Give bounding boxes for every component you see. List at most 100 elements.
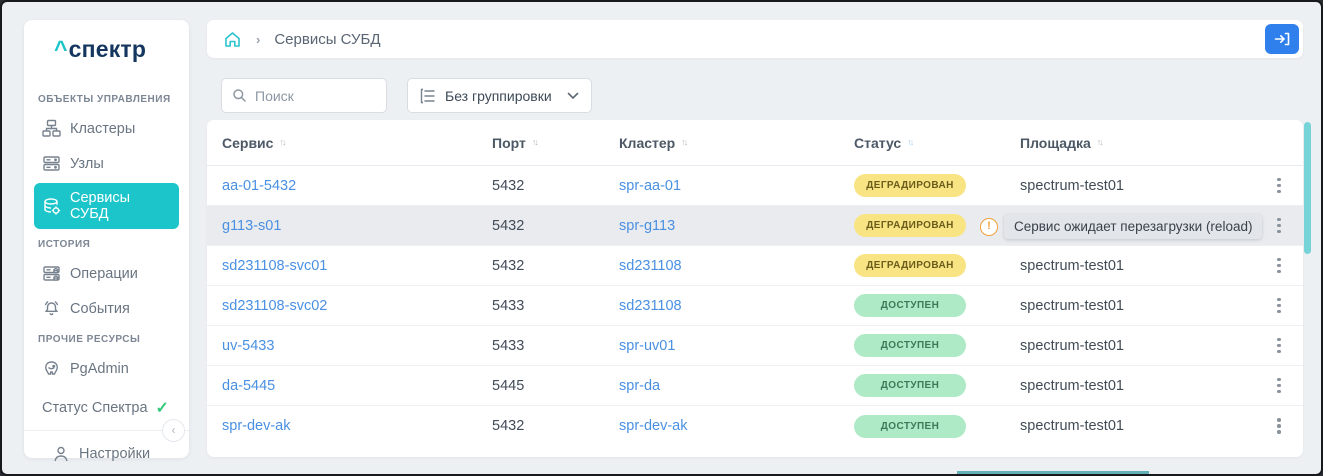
table-row[interactable]: uv-5433 5433 spr-uv01 ДОСТУПЕН spectrum-… bbox=[207, 326, 1303, 366]
status-ok-check-icon: ✓ bbox=[155, 400, 169, 417]
cluster-link[interactable]: sd231108 bbox=[619, 297, 682, 314]
row-actions-menu[interactable] bbox=[1264, 253, 1294, 279]
sort-icon[interactable]: ↑↓ bbox=[279, 137, 286, 147]
events-icon bbox=[42, 299, 61, 318]
section-label-objects: ОБЪЕКТЫ УПРАВЛЕНИЯ bbox=[38, 94, 171, 105]
service-link[interactable]: uv-5433 bbox=[222, 337, 275, 354]
sidebar-item-clusters[interactable]: Кластеры bbox=[24, 111, 189, 146]
sidebar: ^спектр ОБЪЕКТЫ УПРАВЛЕНИЯ Кластеры bbox=[24, 20, 189, 462]
login-icon bbox=[1274, 32, 1290, 46]
status-badge: ДОСТУПЕН bbox=[854, 294, 966, 317]
column-header-service: Сервис ↑↓ bbox=[222, 134, 286, 151]
sidebar-item-spectr-status[interactable]: Статус Спектра ✓ bbox=[24, 386, 189, 430]
column-header-site: Площадка ↑↓ bbox=[1020, 134, 1104, 151]
table-row[interactable]: da-5445 5445 spr-da ДОСТУПЕН spectrum-te… bbox=[207, 366, 1303, 406]
breadcrumb: › Сервисы СУБД bbox=[207, 20, 1303, 58]
cluster-link[interactable]: sd231108 bbox=[619, 257, 682, 274]
service-link[interactable]: spr-dev-ak bbox=[222, 418, 291, 434]
sort-icon-active[interactable]: ↑↓ bbox=[907, 137, 914, 147]
port-value: 5445 bbox=[492, 377, 525, 394]
row-actions-menu[interactable] bbox=[1264, 213, 1294, 239]
cluster-link[interactable]: spr-dev-ak bbox=[619, 418, 688, 434]
services-table: Сервис ↑↓ Порт ↑↓ Кластер ↑↓ Статус ↑↓ Площа… bbox=[207, 120, 1303, 457]
database-services-icon bbox=[42, 197, 61, 216]
grouping-label: Без группировки bbox=[445, 87, 552, 104]
cluster-link[interactable]: spr-uv01 bbox=[619, 337, 676, 354]
column-header-cluster: Кластер ↑↓ bbox=[619, 134, 688, 151]
table-row[interactable]: sd231108-svc02 5433 sd231108 ДОСТУПЕН sp… bbox=[207, 286, 1303, 326]
row-actions-menu[interactable] bbox=[1264, 333, 1294, 359]
section-label-history: ИСТОРИЯ bbox=[38, 239, 91, 250]
nodes-icon bbox=[42, 154, 61, 173]
status-warning: ! Сервис ожидает перезагрузки (reload) bbox=[980, 214, 1263, 239]
status-badge: ДОСТУПЕН bbox=[854, 374, 966, 397]
table-row[interactable]: g113-s01 5432 spr-g113 ДЕГРАДИРОВАН ! Се… bbox=[207, 206, 1303, 246]
chevron-down-icon bbox=[567, 92, 579, 100]
logo-text: спектр bbox=[68, 36, 147, 62]
status-badge: ДОСТУПЕН bbox=[854, 334, 966, 357]
sort-icon[interactable]: ↑↓ bbox=[531, 137, 539, 147]
service-link[interactable]: sd231108-svc02 bbox=[222, 297, 328, 314]
table-row[interactable]: sd231108-svc01 5432 sd231108 ДЕГРАДИРОВА… bbox=[207, 246, 1303, 286]
warning-icon[interactable]: ! bbox=[980, 217, 998, 236]
pgadmin-icon bbox=[42, 359, 61, 378]
sidebar-item-settings[interactable]: Настройки bbox=[24, 431, 189, 474]
grouping-icon bbox=[420, 88, 436, 104]
sidebar-item-nodes[interactable]: Узлы bbox=[24, 146, 189, 181]
column-header-status: Статус ↑↓ bbox=[854, 134, 914, 151]
row-actions-menu[interactable] bbox=[1264, 173, 1294, 199]
breadcrumb-chevron-icon: › bbox=[256, 31, 261, 47]
clusters-icon bbox=[42, 119, 61, 138]
search-box bbox=[221, 78, 387, 113]
sidebar-footer: ‹ Настройки bbox=[24, 419, 189, 474]
port-value: 5432 bbox=[492, 217, 525, 234]
vertical-scrollbar[interactable] bbox=[1304, 122, 1311, 254]
cluster-link[interactable]: spr-aa-01 bbox=[619, 177, 682, 194]
sidebar-item-pgadmin[interactable]: PgAdmin bbox=[24, 351, 189, 386]
sidebar-collapse-button[interactable]: ‹ bbox=[162, 419, 185, 442]
sort-icon[interactable]: ↑↓ bbox=[1096, 137, 1104, 147]
site-value: spectrum-test01 bbox=[1020, 257, 1124, 274]
port-value: 5432 bbox=[492, 257, 525, 274]
sort-icon[interactable]: ↑↓ bbox=[681, 137, 688, 147]
search-icon bbox=[232, 88, 247, 103]
row-actions-menu[interactable] bbox=[1264, 293, 1294, 319]
site-value: spectrum-test01 bbox=[1020, 177, 1124, 194]
site-value: spectrum-test01 bbox=[1020, 377, 1124, 394]
breadcrumb-current: Сервисы СУБД bbox=[274, 30, 381, 48]
port-value: 5433 bbox=[492, 337, 525, 354]
port-value: 5432 bbox=[492, 177, 525, 194]
cluster-link[interactable]: spr-g113 bbox=[619, 217, 676, 234]
logo-caret: ^ bbox=[54, 36, 68, 62]
sidebar-item-label: Узлы bbox=[70, 155, 104, 172]
table-row[interactable]: spr-dev-ak 5432 spr-dev-ak ДОСТУПЕН spec… bbox=[207, 406, 1303, 446]
cluster-link[interactable]: spr-da bbox=[619, 377, 661, 394]
row-actions-menu[interactable] bbox=[1264, 373, 1294, 399]
status-badge: ДЕГРАДИРОВАН bbox=[854, 174, 966, 197]
home-icon[interactable] bbox=[223, 30, 242, 49]
table-row[interactable]: aa-01-5432 5432 spr-aa-01 ДЕГРАДИРОВАН s… bbox=[207, 166, 1303, 206]
service-link[interactable]: g113-s01 bbox=[222, 217, 282, 234]
status-tooltip: Сервис ожидает перезагрузки (reload) bbox=[1004, 214, 1263, 239]
site-value: spectrum-test01 bbox=[1020, 418, 1124, 434]
sidebar-item-label: События bbox=[70, 300, 130, 317]
sidebar-item-events[interactable]: События bbox=[24, 291, 189, 326]
horizontal-scrollbar[interactable] bbox=[957, 471, 1149, 474]
toolbar: Без группировки bbox=[221, 78, 592, 114]
service-link[interactable]: aa-01-5432 bbox=[222, 177, 297, 194]
status-badge: ДОСТУПЕН bbox=[854, 414, 966, 438]
grouping-select[interactable]: Без группировки bbox=[407, 78, 592, 113]
row-actions-menu[interactable] bbox=[1264, 413, 1294, 439]
column-header-port: Порт ↑↓ bbox=[492, 134, 539, 151]
sidebar-item-label: Кластеры bbox=[70, 120, 136, 137]
status-badge: ДЕГРАДИРОВАН bbox=[854, 214, 966, 237]
search-input[interactable] bbox=[255, 87, 365, 104]
service-link[interactable]: da-5445 bbox=[222, 377, 276, 394]
sidebar-item-db-services[interactable]: Сервисы СУБД bbox=[34, 183, 179, 229]
status-badge: ДЕГРАДИРОВАН bbox=[854, 254, 966, 277]
login-button[interactable] bbox=[1265, 24, 1299, 54]
sidebar-item-operations[interactable]: Операции bbox=[24, 256, 189, 291]
service-link[interactable]: sd231108-svc01 bbox=[222, 257, 328, 274]
port-value: 5432 bbox=[492, 418, 525, 434]
